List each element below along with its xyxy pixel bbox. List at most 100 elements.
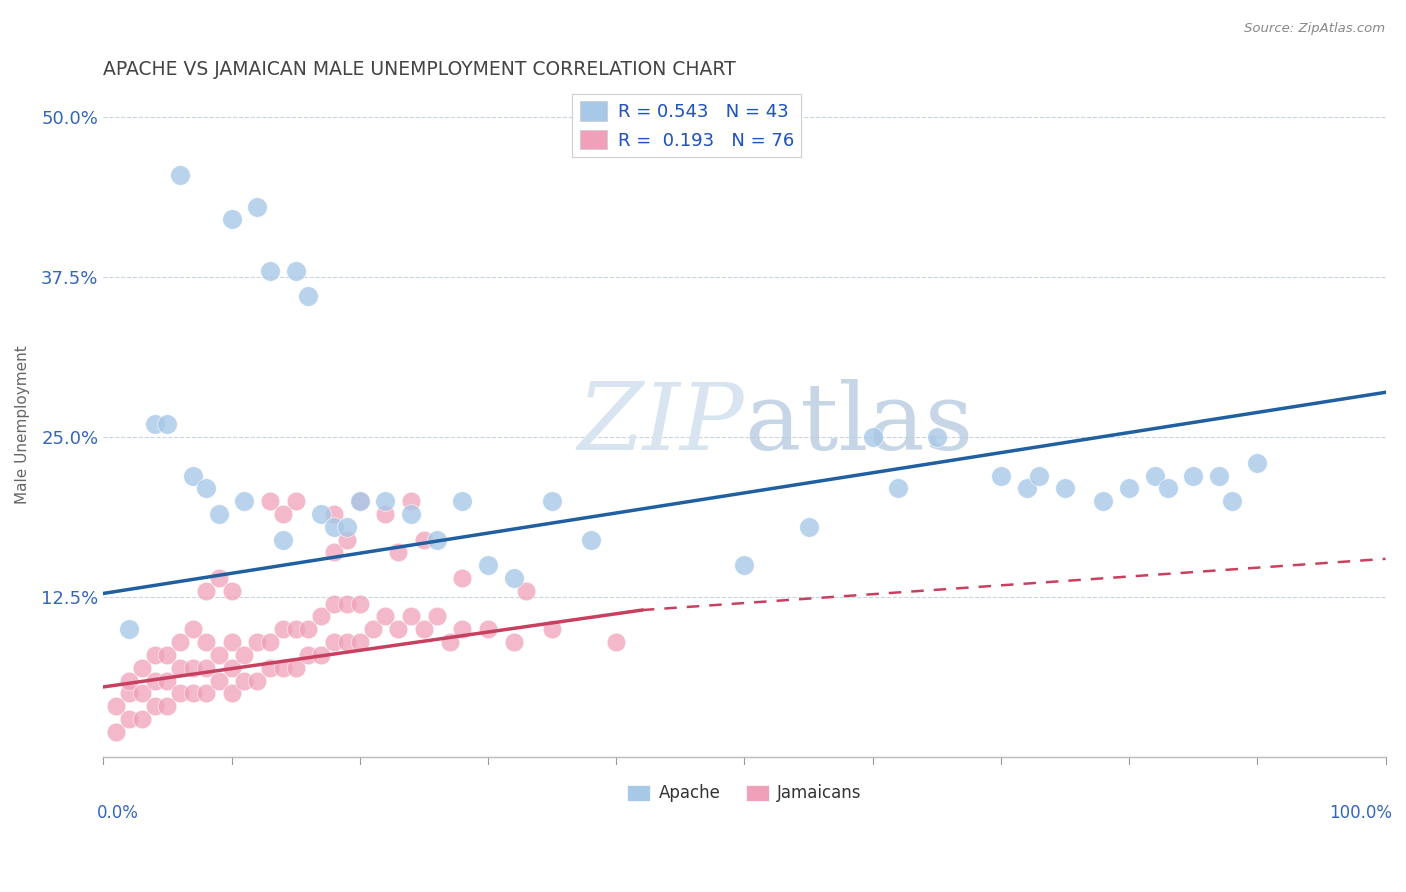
Point bbox=[1028, 468, 1050, 483]
Point bbox=[399, 507, 422, 521]
Point bbox=[259, 494, 281, 508]
Point bbox=[246, 673, 269, 688]
Point bbox=[181, 686, 204, 700]
Point bbox=[297, 648, 319, 662]
Point bbox=[208, 507, 231, 521]
Point bbox=[502, 571, 524, 585]
Point bbox=[143, 673, 166, 688]
Point bbox=[233, 673, 256, 688]
Point bbox=[118, 673, 141, 688]
Point bbox=[426, 609, 449, 624]
Point bbox=[1208, 468, 1230, 483]
Point bbox=[311, 507, 333, 521]
Point bbox=[169, 686, 191, 700]
Point bbox=[349, 494, 371, 508]
Point bbox=[605, 635, 627, 649]
Point bbox=[271, 507, 294, 521]
Point bbox=[477, 622, 499, 636]
Point bbox=[181, 468, 204, 483]
Text: ZIP: ZIP bbox=[578, 379, 744, 469]
Point bbox=[221, 583, 243, 598]
Point bbox=[1246, 456, 1268, 470]
Point bbox=[374, 609, 396, 624]
Point bbox=[399, 494, 422, 508]
Point bbox=[169, 635, 191, 649]
Point bbox=[208, 648, 231, 662]
Point bbox=[311, 648, 333, 662]
Point bbox=[374, 507, 396, 521]
Point bbox=[1143, 468, 1166, 483]
Point bbox=[412, 622, 434, 636]
Point bbox=[502, 635, 524, 649]
Text: APACHE VS JAMAICAN MALE UNEMPLOYMENT CORRELATION CHART: APACHE VS JAMAICAN MALE UNEMPLOYMENT COR… bbox=[104, 60, 737, 78]
Point bbox=[387, 545, 409, 559]
Point bbox=[336, 520, 359, 534]
Point bbox=[118, 686, 141, 700]
Point bbox=[259, 263, 281, 277]
Point bbox=[131, 712, 153, 726]
Point bbox=[579, 533, 602, 547]
Point bbox=[169, 661, 191, 675]
Point bbox=[143, 417, 166, 432]
Point bbox=[323, 597, 346, 611]
Point bbox=[1015, 482, 1038, 496]
Text: atlas: atlas bbox=[744, 379, 974, 469]
Point bbox=[181, 661, 204, 675]
Point bbox=[284, 494, 307, 508]
Point bbox=[271, 661, 294, 675]
Point bbox=[297, 289, 319, 303]
Point bbox=[477, 558, 499, 573]
Point bbox=[1220, 494, 1243, 508]
Point bbox=[233, 648, 256, 662]
Point bbox=[221, 635, 243, 649]
Point bbox=[541, 622, 564, 636]
Point bbox=[387, 622, 409, 636]
Point bbox=[284, 661, 307, 675]
Point bbox=[887, 482, 910, 496]
Point bbox=[194, 661, 217, 675]
Point bbox=[233, 494, 256, 508]
Point bbox=[451, 571, 474, 585]
Point bbox=[221, 661, 243, 675]
Point bbox=[515, 583, 537, 598]
Point bbox=[412, 533, 434, 547]
Point bbox=[336, 533, 359, 547]
Point bbox=[131, 661, 153, 675]
Point bbox=[925, 430, 948, 444]
Point bbox=[862, 430, 884, 444]
Text: Source: ZipAtlas.com: Source: ZipAtlas.com bbox=[1244, 22, 1385, 36]
Point bbox=[118, 712, 141, 726]
Point bbox=[733, 558, 755, 573]
Point bbox=[246, 200, 269, 214]
Legend: R = 0.543   N = 43, R =  0.193   N = 76: R = 0.543 N = 43, R = 0.193 N = 76 bbox=[572, 94, 801, 157]
Text: 0.0%: 0.0% bbox=[97, 804, 139, 822]
Point bbox=[156, 673, 179, 688]
Point bbox=[451, 494, 474, 508]
Point bbox=[284, 263, 307, 277]
Point bbox=[246, 635, 269, 649]
Point bbox=[797, 520, 820, 534]
Point bbox=[349, 635, 371, 649]
Point bbox=[1118, 482, 1140, 496]
Point bbox=[361, 622, 384, 636]
Y-axis label: Male Unemployment: Male Unemployment bbox=[15, 345, 30, 504]
Point bbox=[374, 494, 396, 508]
Point bbox=[349, 597, 371, 611]
Text: 100.0%: 100.0% bbox=[1329, 804, 1392, 822]
Point bbox=[336, 635, 359, 649]
Point bbox=[208, 673, 231, 688]
Point bbox=[541, 494, 564, 508]
Point bbox=[143, 648, 166, 662]
Point bbox=[451, 622, 474, 636]
Point bbox=[194, 583, 217, 598]
Point bbox=[323, 507, 346, 521]
Point bbox=[181, 622, 204, 636]
Point bbox=[426, 533, 449, 547]
Point bbox=[284, 622, 307, 636]
Point bbox=[131, 686, 153, 700]
Point bbox=[259, 635, 281, 649]
Point bbox=[399, 609, 422, 624]
Point bbox=[194, 482, 217, 496]
Point bbox=[297, 622, 319, 636]
Point bbox=[323, 635, 346, 649]
